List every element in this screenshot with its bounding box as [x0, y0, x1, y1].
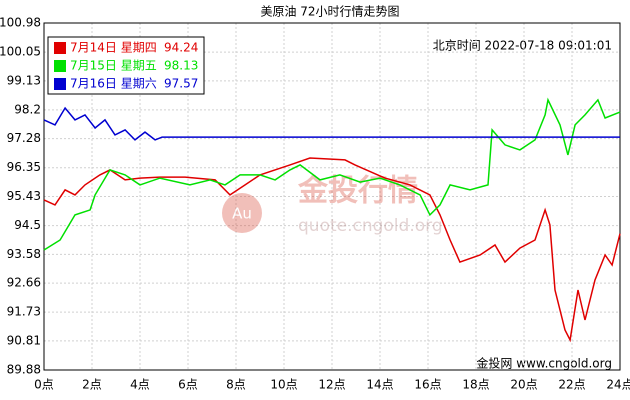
legend: 7月14日 星期四 94.24 7月15日 星期五 98.13 7月16日 星期六 97.… [47, 36, 205, 95]
chart-title: 美原油 72小时行情走势图 [260, 5, 399, 19]
x-tick-label: 6点 [178, 378, 198, 392]
y-tick-label: 92.66 [7, 276, 41, 290]
y-tick-label: 100.05 [0, 45, 41, 59]
y-tick-label: 90.81 [7, 333, 41, 347]
x-tick-label: 2点 [82, 378, 102, 392]
x-tick-label: 0点 [34, 378, 54, 392]
footer: 金投网 www.cngold.org [476, 356, 612, 371]
x-tick-label: 12点 [318, 378, 345, 392]
legend-value: 98.13 [164, 59, 198, 73]
y-tick-label: 95.43 [7, 189, 41, 203]
y-tick-label: 97.28 [7, 131, 41, 145]
plot-border [43, 22, 621, 371]
y-tick-label: 99.13 [7, 73, 41, 87]
legend-box [47, 36, 205, 95]
y-tick-label: 89.88 [7, 363, 41, 377]
legend-value: 97.57 [164, 77, 198, 91]
legend-swatch [54, 42, 66, 54]
y-tick-label: 93.58 [7, 247, 41, 261]
legend-label: 7月16日 星期六 [70, 77, 157, 91]
watermark: Au 金投行情 quote.cngold.org [222, 174, 443, 236]
y-tick-label: 96.35 [7, 160, 41, 174]
x-tick-label: 20点 [510, 378, 537, 392]
x-tick-label: 14点 [366, 378, 393, 392]
x-tick-label: 22点 [558, 378, 585, 392]
timestamp: 北京时间 2022-07-18 09:01:01 [433, 39, 612, 53]
legend-label: 7月14日 星期四 [70, 41, 157, 55]
x-tick-label: 4点 [130, 378, 150, 392]
watermark-logo-circle [222, 193, 262, 233]
x-tick-label: 8点 [226, 378, 246, 392]
legend-swatch [54, 78, 66, 90]
x-tick-label: 10点 [270, 378, 297, 392]
x-tick-label: 18点 [462, 378, 489, 392]
series-line [43, 157, 621, 343]
x-tick-label: 24点 [606, 378, 630, 392]
x-tick-label: 16点 [414, 378, 441, 392]
y-tick-label: 98.2 [14, 102, 41, 116]
y-tick-label: 91.73 [7, 305, 41, 319]
y-tick-label: 100.98 [0, 16, 41, 30]
legend-value: 94.24 [164, 41, 198, 55]
watermark-logo: Au [232, 205, 252, 223]
series-line [43, 97, 621, 251]
legend-label: 7月15日 星期五 [70, 59, 157, 73]
legend-swatch [54, 60, 66, 72]
watermark-name: 金投行情 [297, 174, 418, 209]
series-line [43, 106, 620, 141]
watermark-url: quote.cngold.org [298, 216, 443, 236]
y-tick-label: 94.5 [14, 218, 41, 232]
